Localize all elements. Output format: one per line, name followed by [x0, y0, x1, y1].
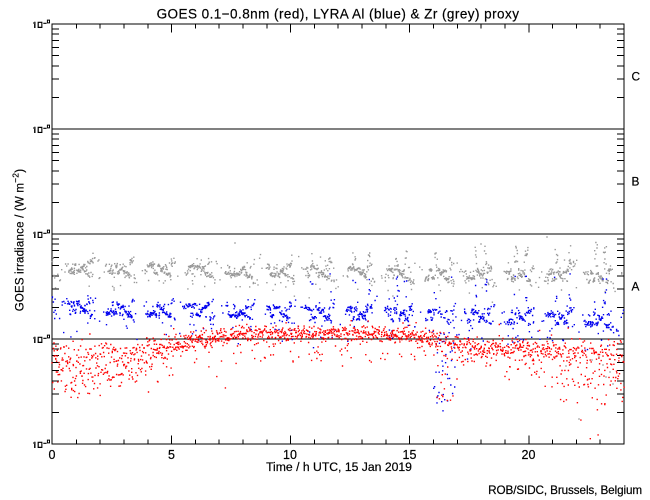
svg-text:A: A [632, 280, 640, 294]
svg-text:B: B [632, 175, 640, 189]
svg-text:ROB/SIDC, Brussels, Belgium: ROB/SIDC, Brussels, Belgium [488, 484, 642, 497]
svg-text:GOES 0.1−0.8nm (red), LYRA Al: GOES 0.1−0.8nm (red), LYRA Al (blue) & Z… [157, 7, 520, 22]
svg-text:20: 20 [522, 448, 536, 462]
svg-text:10: 10 [283, 448, 297, 462]
svg-text:GOES irradiance / (W m−2): GOES irradiance / (W m−2) [11, 169, 27, 312]
svg-text:0: 0 [49, 448, 56, 462]
svg-text:Time / h UTC, 15 Jan 2019: Time / h UTC, 15 Jan 2019 [266, 460, 412, 474]
svg-text:5: 5 [168, 448, 175, 462]
svg-text:15: 15 [403, 448, 417, 462]
svg-text:C: C [632, 70, 641, 84]
